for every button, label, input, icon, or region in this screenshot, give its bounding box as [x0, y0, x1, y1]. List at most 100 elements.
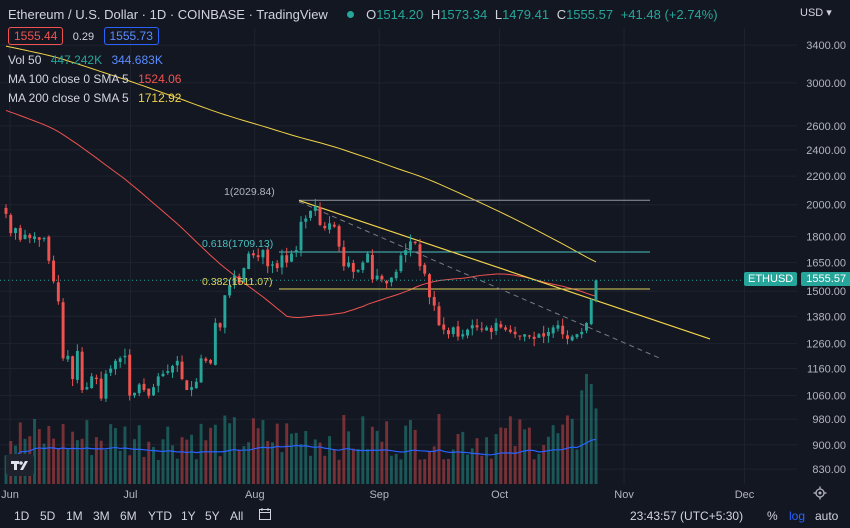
volume-bar: [18, 422, 22, 484]
volume-bar: [56, 448, 60, 484]
candle-body: [113, 360, 117, 370]
y-tick-label: 1800.00: [806, 231, 846, 243]
volume-bar: [546, 436, 550, 484]
sell-price-button[interactable]: 1555.44: [8, 27, 64, 45]
legend-ma100[interactable]: MA 100 close 0 SMA 5 1524.06: [8, 72, 187, 86]
volume-bar: [90, 455, 94, 484]
candle-body: [356, 269, 360, 272]
date-range-icon[interactable]: [258, 507, 272, 524]
volume-bar: [356, 448, 360, 484]
candle-body: [570, 336, 574, 341]
time-axis[interactable]: Jun Jul Aug Sep Oct Nov Dec: [1, 489, 755, 501]
volume-bar: [380, 441, 384, 484]
tf-6m[interactable]: 6M: [120, 509, 137, 523]
volume-bar: [437, 414, 441, 484]
volume-bar: [228, 423, 232, 484]
candle-body: [328, 223, 332, 230]
volume-ma-line: [5, 438, 597, 463]
candle-body: [161, 373, 165, 377]
y-tick-label: 1260.00: [806, 339, 846, 351]
volume-bar: [175, 458, 179, 484]
percent-toggle[interactable]: %: [767, 509, 778, 523]
legend-volume[interactable]: Vol 50 447.242K 344.683K: [8, 53, 169, 67]
buy-price-button[interactable]: 1555.73: [103, 27, 159, 45]
fib-label-1: 1(2029.84): [224, 186, 275, 198]
volume-bar: [142, 456, 146, 484]
tf-1y[interactable]: 1Y: [181, 509, 196, 523]
candle-body: [80, 351, 84, 390]
ma200-line: [5, 45, 597, 263]
volume-bar: [161, 439, 165, 484]
y-tick-label: 980.00: [812, 414, 846, 426]
legend-ma200[interactable]: MA 200 close 0 SMA 5 1712.92: [8, 91, 187, 105]
y-tick-label: 2000.00: [806, 200, 846, 212]
candle-body: [94, 377, 98, 380]
tf-5y[interactable]: 5Y: [205, 509, 220, 523]
tf-1m[interactable]: 1M: [66, 509, 83, 523]
symbol-title[interactable]: Ethereum / U.S. Dollar · 1D · COINBASE ·…: [8, 7, 328, 22]
volume-bar: [570, 418, 574, 484]
tf-all[interactable]: All: [230, 509, 244, 523]
y-tick-label: 2400.00: [806, 145, 846, 157]
candle-body: [408, 241, 412, 251]
candle-body: [185, 380, 189, 390]
candle-body: [275, 263, 279, 269]
legend-value: 1524.06: [138, 72, 182, 86]
candle-body: [266, 249, 270, 267]
candle-body: [466, 329, 469, 336]
volume-bar: [85, 420, 89, 484]
candle-body: [209, 359, 213, 364]
volume-bar: [180, 437, 184, 484]
volume-bar: [266, 440, 270, 484]
volume-bar: [256, 428, 260, 484]
candle-body: [375, 275, 379, 280]
ohlc-low: 1479.41: [502, 7, 550, 22]
volume-bar: [152, 446, 155, 484]
candle-body: [318, 207, 322, 225]
volume-bar: [318, 442, 322, 484]
volume-bar: [313, 439, 317, 484]
tf-5d[interactable]: 5D: [40, 509, 56, 523]
candle-body: [42, 238, 46, 240]
volume-bar: [118, 450, 122, 484]
volume-bar: [80, 438, 84, 484]
tf-ytd[interactable]: YTD: [148, 509, 172, 523]
candle-body: [332, 224, 336, 227]
auto-toggle[interactable]: auto: [815, 509, 839, 523]
tradingview-logo[interactable]: [6, 454, 34, 476]
candle-body: [347, 262, 351, 267]
tf-3m[interactable]: 3M: [93, 509, 110, 523]
candle-body: [456, 326, 460, 337]
ohlc-high: 1573.34: [440, 7, 488, 22]
candle-body: [585, 322, 588, 331]
candle-body: [190, 387, 194, 390]
candle-body: [351, 263, 355, 272]
tf-1d[interactable]: 1D: [14, 509, 30, 523]
candle-body: [204, 358, 208, 361]
drawing-tools[interactable]: [0, 199, 800, 359]
price-axis[interactable]: 830.00 900.00 980.00 1060.00 1160.00 1260.00 1…: [806, 40, 846, 476]
volume-bar: [213, 424, 217, 484]
volume-bar: [480, 455, 484, 484]
candle-body: [152, 387, 155, 396]
volume-bar: [171, 445, 174, 484]
currency-selector[interactable]: USD ▾: [800, 6, 832, 19]
ohlc-close-label: C: [556, 7, 567, 22]
volume-bar: [156, 459, 160, 484]
candle-body: [542, 333, 546, 337]
volume-bar: [223, 415, 227, 484]
legend-value: 447.242K: [50, 53, 103, 67]
settings-gear-icon[interactable]: [813, 486, 827, 503]
y-tick-label: 2200.00: [806, 171, 846, 183]
volume-bar: [194, 459, 198, 484]
x-tick-label: Jun: [1, 489, 19, 501]
candle-body: [556, 325, 560, 329]
spread-value: 0.29: [72, 31, 95, 43]
clock[interactable]: 23:43:57 (UTC+5:30): [630, 509, 744, 523]
volume-bar: [209, 427, 213, 484]
volume-bar: [589, 384, 593, 484]
volume-bar: [309, 455, 312, 484]
candle-body: [527, 335, 531, 337]
log-toggle[interactable]: log: [789, 509, 806, 523]
